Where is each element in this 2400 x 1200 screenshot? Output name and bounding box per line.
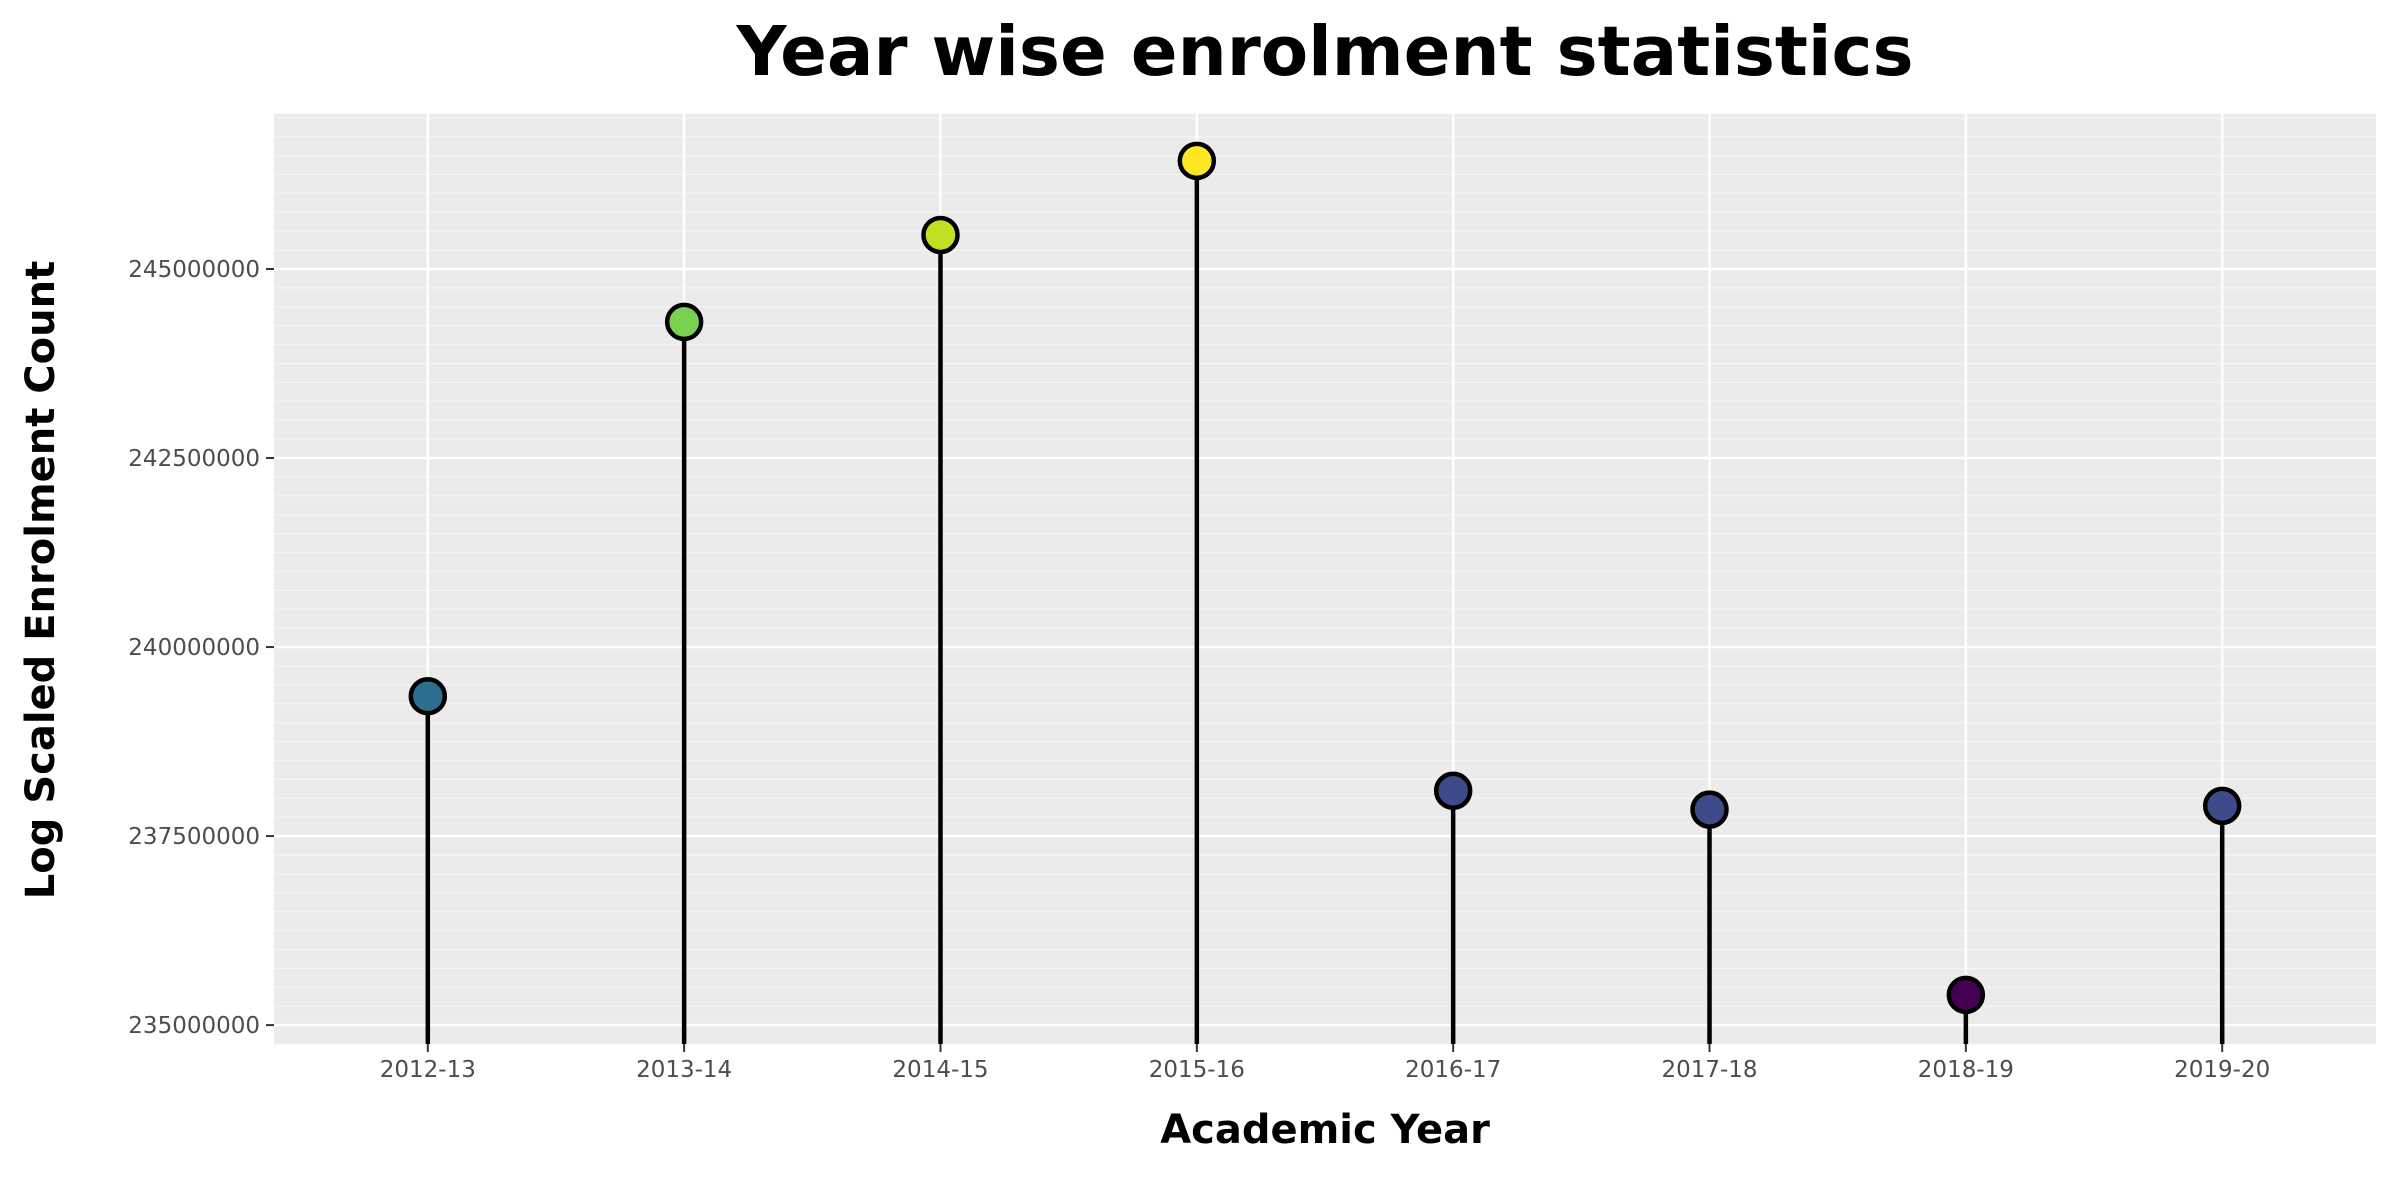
x-axis-title: Academic Year [1160,1107,1490,1153]
chart-title: Year wise enrolment statistics [735,12,1913,92]
x-tick-label: 2013-14 [636,1057,732,1083]
minor-gridlines [274,117,2376,1045]
lollipop-point [921,215,960,255]
lollipop-point [664,302,704,342]
x-tick-label: 2019-20 [2174,1057,2270,1083]
lollipop-point [2202,786,2242,826]
x-tick-label: 2015-16 [1149,1057,1245,1083]
y-tick-label: 237500000 [128,824,260,850]
y-tick-label: 240000000 [128,635,260,661]
lollipop-points [408,141,2242,1015]
y-tick-label: 235000000 [128,1013,260,1039]
lollipop-point [1946,975,1986,1015]
lollipop-point [1433,771,1473,810]
y-axis-ticks: 235000000 237500000 240000000 242500000 2450… [128,257,274,1039]
x-tick-label: 2012-13 [380,1057,476,1083]
x-tick-label: 2017-18 [1661,1057,1757,1083]
plot-panel [274,114,2376,1044]
y-axis-title: Log Scaled Enrolment Count [18,261,64,899]
lollipop-point [1690,790,1729,829]
x-tick-label: 2016-17 [1405,1057,1501,1083]
y-tick-label: 242500000 [128,446,260,472]
lollipop-stems [425,160,2225,1044]
x-tick-label: 2014-15 [892,1057,988,1083]
x-axis-ticks: 2012-13 2013-14 2014-15 2015-16 2016-17 2017-… [380,1044,2270,1083]
y-tick-label: 245000000 [128,257,260,283]
lollipop-point [408,676,448,716]
lollipop-point [1177,141,1217,181]
major-gridlines [274,114,2376,1044]
x-tick-label: 2018-19 [1918,1057,2014,1083]
